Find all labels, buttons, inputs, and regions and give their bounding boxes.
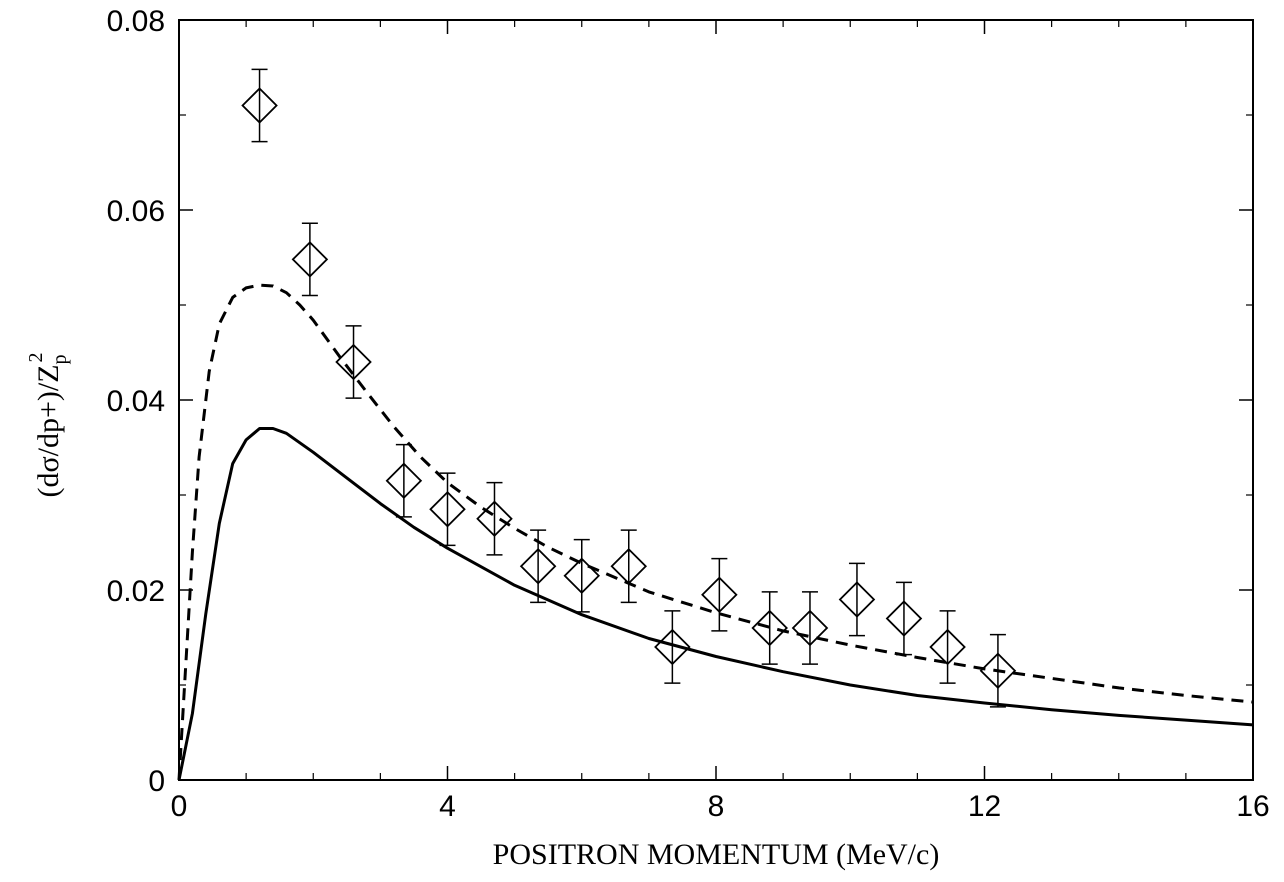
plot-border <box>178 19 1254 781</box>
diamond-marker <box>291 241 329 278</box>
diamond-marker <box>701 576 738 614</box>
diamond-marker <box>885 600 923 637</box>
y-axis-title-sup: 2 <box>25 352 47 362</box>
y-tick-label: 0.08 <box>107 5 165 38</box>
diamond-marker <box>654 628 691 666</box>
plot-frame <box>178 19 1254 781</box>
x-tick-label: 4 <box>439 790 456 823</box>
data-points <box>241 68 1017 708</box>
y-tick-label: 0.04 <box>107 385 165 418</box>
diamond-marker <box>563 557 601 595</box>
data-point <box>701 557 738 632</box>
data-point <box>751 591 788 665</box>
diamond-marker <box>791 609 829 647</box>
data-point <box>791 591 829 665</box>
data-point <box>241 68 278 143</box>
diamond-marker <box>385 462 423 500</box>
x-tick-label: 12 <box>968 790 1001 823</box>
data-point <box>519 529 557 604</box>
diamond-marker <box>476 500 513 538</box>
x-tick-label: 0 <box>171 790 188 823</box>
data-point <box>929 610 966 684</box>
axis-labels: POSITRON MOMENTUM (MeV/c) (dσ/dp+)/Zp2 <box>25 352 939 871</box>
diamond-marker <box>838 581 876 618</box>
diamond-marker <box>519 547 557 585</box>
data-point <box>335 325 372 399</box>
data-point <box>563 538 601 613</box>
dashed-curve <box>177 283 1254 781</box>
y-tick-label: 0 <box>148 765 165 798</box>
diamond-marker <box>929 628 966 666</box>
diamond-marker <box>979 652 1017 690</box>
data-point <box>885 581 923 656</box>
data-point <box>610 529 648 604</box>
model-curves <box>177 283 1254 781</box>
data-point <box>838 562 876 637</box>
y-axis-title-main: (dσ/dp+)/Z <box>32 364 65 497</box>
diamond-marker <box>610 547 648 585</box>
y-tick-label: 0.06 <box>107 195 165 228</box>
diamond-marker <box>241 87 278 124</box>
diamond-marker <box>335 343 372 381</box>
y-axis-title-sub: p <box>49 354 71 364</box>
x-axis-title: POSITRON MOMENTUM (MeV/c) <box>493 838 940 871</box>
diamond-marker <box>751 609 788 647</box>
diamond-marker <box>429 490 466 528</box>
solid-curve <box>177 427 1254 781</box>
x-tick-label: 16 <box>1236 790 1269 823</box>
axis-ticks: 0 4 8 12 16 0 0.02 0.04 0.06 0.08 <box>107 5 1270 823</box>
data-point <box>385 443 423 518</box>
y-tick-label: 0.02 <box>107 575 165 608</box>
data-point <box>429 472 466 547</box>
data-point <box>654 610 691 684</box>
data-point <box>291 222 329 297</box>
y-axis-title: (dσ/dp+)/Zp2 <box>25 352 71 497</box>
x-tick-label: 8 <box>708 790 725 823</box>
data-point <box>979 633 1017 708</box>
data-point <box>476 481 513 556</box>
